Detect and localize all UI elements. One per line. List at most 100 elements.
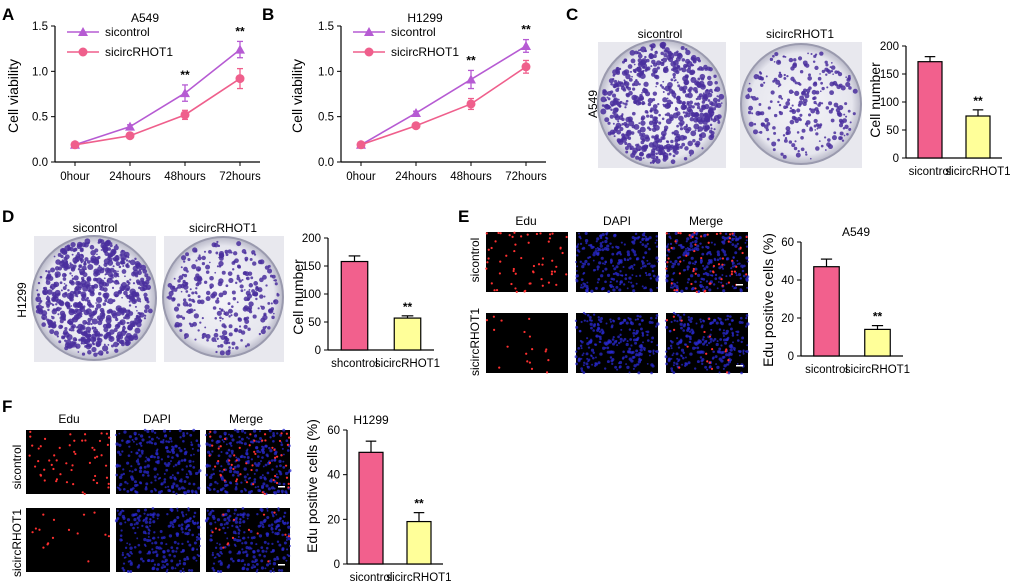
- dapi-nucleus: [709, 253, 713, 256]
- colony: [823, 136, 827, 139]
- dapi-nucleus: [176, 509, 179, 512]
- dapi-nucleus: [177, 524, 181, 528]
- dapi-nucleus: [136, 537, 139, 540]
- dapi-nucleus: [270, 511, 274, 514]
- dapi-nucleus: [669, 260, 672, 264]
- dapi-nucleus: [282, 465, 286, 469]
- dapi-nucleus: [652, 274, 656, 278]
- dapi-nucleus: [173, 518, 177, 522]
- colony: [228, 315, 231, 318]
- colony: [140, 277, 145, 282]
- edu-nucleus: [520, 235, 523, 238]
- dapi-nucleus: [705, 280, 709, 283]
- dapi-nucleus: [255, 445, 259, 450]
- colony: [64, 245, 71, 252]
- colony: [209, 283, 214, 289]
- colony: [94, 327, 97, 329]
- bar-chart-edu-a549: A549 Edu positive cells (%) 0204060sicon…: [760, 225, 910, 376]
- dapi-nucleus: [128, 543, 131, 546]
- dapi-nucleus: [148, 440, 152, 444]
- colony: [90, 323, 93, 326]
- dapi-nucleus: [581, 262, 584, 265]
- dapi-nucleus: [236, 538, 240, 543]
- dapi-nucleus: [122, 468, 125, 471]
- colony: [243, 324, 248, 329]
- dapi-nucleus: [173, 540, 177, 544]
- colony: [671, 68, 674, 71]
- dapi-nucleus: [693, 263, 696, 266]
- dapi-nucleus: [685, 252, 688, 255]
- colony: [59, 248, 66, 254]
- colony: [617, 120, 620, 123]
- colony: [218, 307, 221, 310]
- dapi-nucleus: [649, 316, 653, 320]
- edu-nucleus: [547, 240, 550, 243]
- dapi-nucleus: [575, 269, 578, 272]
- colony: [644, 55, 647, 59]
- dapi-nucleus: [159, 530, 163, 534]
- dapi-nucleus: [574, 355, 578, 359]
- dapi-nucleus: [665, 278, 668, 281]
- colony: [252, 291, 259, 297]
- dapi-nucleus: [232, 530, 237, 535]
- edu-nucleus: [235, 459, 238, 462]
- dapi-nucleus: [116, 516, 120, 520]
- dapi-nucleus: [197, 525, 201, 529]
- dapi-nucleus: [235, 525, 239, 529]
- dapi-nucleus: [682, 329, 685, 332]
- dapi-nucleus: [588, 244, 591, 247]
- dapi-nucleus: [116, 509, 119, 512]
- edu-nucleus: [531, 348, 534, 351]
- y-tick-label: 100: [880, 97, 899, 109]
- colony: [698, 93, 703, 98]
- dapi-nucleus: [734, 235, 737, 238]
- dapi-nucleus: [263, 476, 266, 479]
- colony: [688, 108, 694, 114]
- dapi-nucleus: [687, 361, 691, 365]
- bar-chart-edu-h1299: H1299 Edu positive cells (%) 0204060sico…: [304, 413, 452, 584]
- colony: [629, 50, 636, 56]
- colony: [717, 120, 721, 124]
- colony: [88, 289, 92, 293]
- edu-nucleus: [710, 367, 714, 371]
- colony: [230, 314, 233, 317]
- y-tick-label: 50: [308, 317, 321, 329]
- dapi-nucleus: [728, 315, 732, 318]
- dapi-nucleus: [121, 551, 124, 554]
- colony: [676, 65, 681, 70]
- dapi-nucleus: [208, 484, 211, 487]
- colony: [249, 308, 252, 311]
- colony: [241, 249, 247, 254]
- colony: [686, 68, 692, 73]
- colony: [852, 112, 856, 116]
- colony: [144, 273, 149, 278]
- dapi-nucleus: [672, 246, 676, 250]
- edu-nucleus: [548, 233, 552, 236]
- dapi-nucleus: [667, 347, 671, 350]
- image-row-label: sicontrol: [468, 238, 482, 283]
- dapi-nucleus: [746, 286, 749, 289]
- colony: [670, 159, 676, 165]
- dapi-nucleus: [699, 242, 702, 245]
- dapi-nucleus: [132, 526, 135, 530]
- colony: [247, 271, 253, 276]
- colony: [189, 288, 192, 291]
- dapi-nucleus: [738, 354, 741, 357]
- dapi-nucleus: [592, 268, 596, 272]
- y-axis-label: Cell viability: [289, 59, 305, 133]
- dapi-nucleus: [640, 345, 644, 349]
- colony: [84, 344, 88, 348]
- dapi-nucleus: [737, 273, 742, 277]
- colony: [651, 72, 656, 77]
- colony: [634, 100, 637, 103]
- dapi-nucleus: [192, 428, 196, 432]
- colony: [215, 299, 220, 304]
- dapi-nucleus: [233, 537, 237, 542]
- dapi-nucleus: [120, 473, 124, 477]
- colony: [828, 109, 833, 114]
- colony: [115, 334, 121, 340]
- dapi-nucleus: [628, 276, 632, 280]
- colony: [650, 65, 653, 68]
- colony: [64, 284, 68, 287]
- dapi-nucleus: [687, 318, 691, 322]
